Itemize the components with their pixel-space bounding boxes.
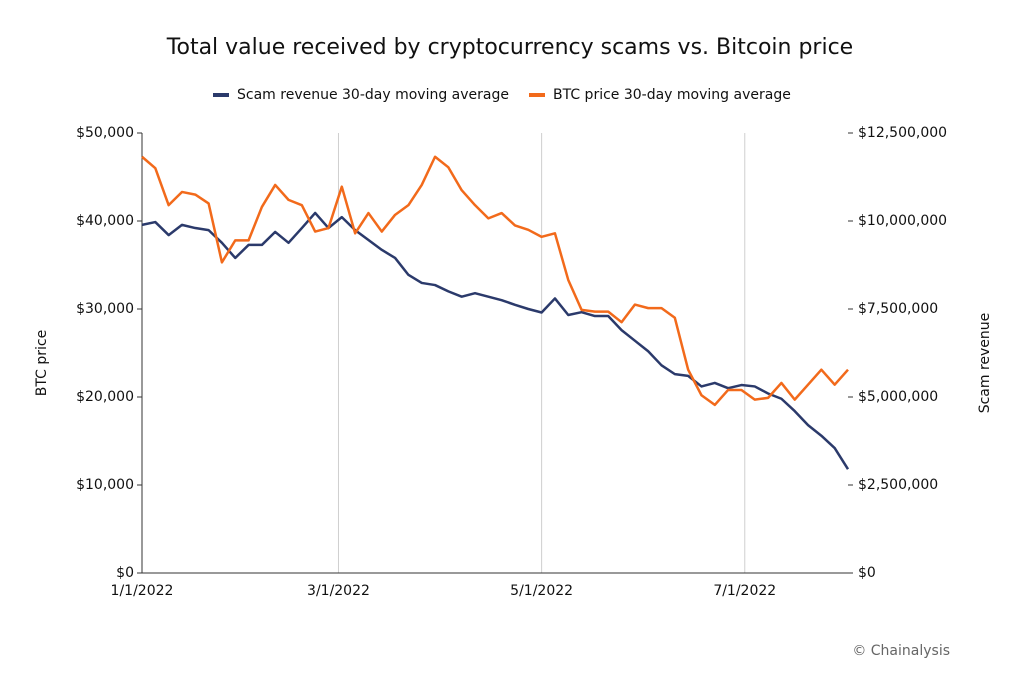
legend-label: Scam revenue 30-day moving average bbox=[237, 87, 509, 103]
y2-tick-label: $7,500,000 bbox=[858, 301, 938, 317]
y2-tick-label: $12,500,000 bbox=[858, 125, 947, 141]
series-line bbox=[141, 211, 850, 470]
y2-tick-label: $2,500,000 bbox=[858, 477, 938, 493]
y-tick-label: $30,000 bbox=[76, 301, 134, 317]
chart-title: Total value received by cryptocurrency s… bbox=[166, 35, 853, 60]
y2-tick-label: $0 bbox=[858, 565, 876, 581]
y-tick-label: $20,000 bbox=[76, 389, 134, 405]
legend-label: BTC price 30-day moving average bbox=[553, 87, 791, 103]
y-tick-label: $10,000 bbox=[76, 477, 134, 493]
x-tick-label: 7/1/2022 bbox=[713, 583, 776, 599]
x-tick-label: 3/1/2022 bbox=[307, 583, 370, 599]
y2-axis-label: Scam revenue bbox=[977, 313, 993, 414]
x-tick-label: 5/1/2022 bbox=[510, 583, 573, 599]
y2-tick-label: $5,000,000 bbox=[858, 389, 938, 405]
x-tick-label: 1/1/2022 bbox=[111, 583, 174, 599]
series-line bbox=[141, 155, 849, 407]
credit: © Chainalysis bbox=[852, 643, 950, 659]
y-axis-label: BTC price bbox=[34, 330, 50, 396]
y-tick-label: $0 bbox=[116, 565, 134, 581]
y-tick-label: $50,000 bbox=[76, 125, 134, 141]
y-tick-label: $40,000 bbox=[76, 213, 134, 229]
y2-tick-label: $10,000,000 bbox=[858, 213, 947, 229]
